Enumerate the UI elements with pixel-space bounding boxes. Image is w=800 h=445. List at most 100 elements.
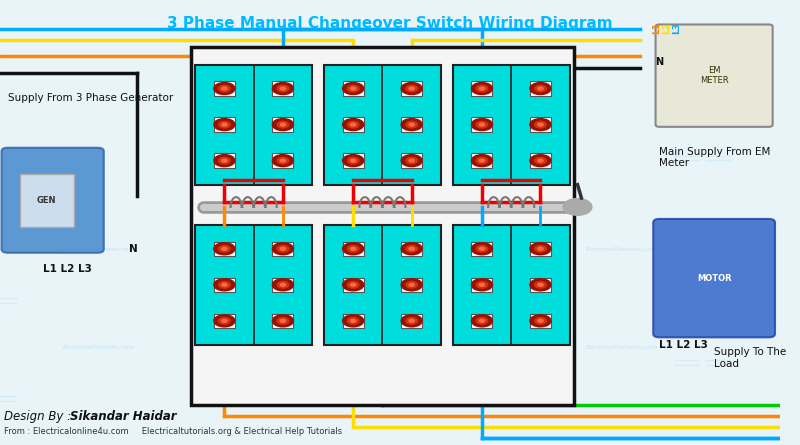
Circle shape (350, 320, 356, 322)
Bar (530, 81, 551, 96)
Bar (272, 154, 294, 168)
Circle shape (342, 279, 364, 291)
Text: ElectricalOnline4u.com: ElectricalOnline4u.com (203, 304, 275, 310)
Circle shape (534, 158, 546, 164)
Circle shape (280, 159, 286, 162)
Circle shape (476, 121, 488, 128)
Circle shape (401, 279, 422, 291)
Circle shape (342, 83, 364, 95)
Circle shape (479, 283, 485, 286)
Circle shape (530, 155, 551, 167)
Circle shape (479, 247, 485, 250)
Text: ElectricalOnline4u.com: ElectricalOnline4u.com (62, 247, 135, 252)
FancyBboxPatch shape (655, 24, 773, 127)
Text: Main Supply From EM
Meter: Main Supply From EM Meter (659, 147, 771, 169)
Circle shape (530, 243, 551, 255)
Bar (471, 154, 493, 168)
Bar (401, 117, 422, 132)
Text: L2: L2 (662, 22, 671, 33)
FancyBboxPatch shape (654, 219, 775, 337)
Circle shape (538, 283, 543, 286)
Circle shape (272, 279, 294, 291)
Bar (342, 81, 364, 96)
Circle shape (222, 283, 227, 286)
Text: ElectricalOnline4u.com: ElectricalOnline4u.com (62, 344, 135, 350)
Circle shape (530, 279, 551, 291)
Circle shape (534, 246, 546, 252)
Bar (214, 314, 235, 328)
Text: GEN: GEN (37, 196, 57, 205)
Circle shape (218, 318, 230, 324)
Circle shape (272, 119, 294, 131)
Circle shape (350, 159, 356, 162)
Circle shape (409, 123, 414, 126)
Bar (401, 242, 422, 256)
Circle shape (476, 158, 488, 164)
Text: ElectricalOnline4u.com: ElectricalOnline4u.com (476, 304, 549, 310)
Bar (272, 242, 294, 256)
Text: EM
METER: EM METER (700, 66, 729, 85)
Circle shape (471, 83, 493, 95)
Bar (214, 117, 235, 132)
Circle shape (409, 320, 414, 322)
Bar (214, 81, 235, 96)
Circle shape (401, 83, 422, 95)
Circle shape (401, 155, 422, 167)
Circle shape (347, 158, 359, 164)
Text: L1 L2 L3: L1 L2 L3 (659, 340, 708, 350)
Bar (401, 154, 422, 168)
Bar (324, 225, 441, 345)
Circle shape (534, 121, 546, 128)
Circle shape (272, 155, 294, 167)
Circle shape (538, 320, 543, 322)
Circle shape (538, 123, 543, 126)
Circle shape (534, 85, 546, 92)
Bar (342, 314, 364, 328)
Circle shape (347, 246, 359, 252)
Bar (530, 242, 551, 256)
Circle shape (277, 318, 289, 324)
Bar (272, 117, 294, 132)
Circle shape (476, 318, 488, 324)
Circle shape (530, 83, 551, 95)
Text: N: N (129, 244, 138, 254)
Circle shape (350, 283, 356, 286)
Circle shape (280, 87, 286, 90)
Circle shape (347, 85, 359, 92)
Text: N: N (655, 57, 664, 67)
Text: ElectricalOnline4u.com: ElectricalOnline4u.com (343, 184, 416, 190)
Bar (214, 154, 235, 168)
Circle shape (214, 83, 235, 95)
Text: Design By :: Design By : (4, 409, 74, 423)
Bar (471, 242, 493, 256)
Bar (214, 242, 235, 256)
Circle shape (406, 282, 418, 288)
Bar (191, 47, 574, 405)
Circle shape (342, 243, 364, 255)
Circle shape (476, 246, 488, 252)
Bar (471, 314, 493, 328)
Bar (19, 174, 74, 227)
Text: 3 Phase Manual Changeover Switch Wiring Diagram: 3 Phase Manual Changeover Switch Wiring … (167, 16, 613, 31)
Bar (401, 81, 422, 96)
Circle shape (479, 320, 485, 322)
Circle shape (342, 155, 364, 167)
Bar (272, 314, 294, 328)
Circle shape (222, 247, 227, 250)
Circle shape (409, 247, 414, 250)
Circle shape (563, 199, 591, 215)
Circle shape (277, 121, 289, 128)
Circle shape (538, 247, 543, 250)
Circle shape (476, 282, 488, 288)
Circle shape (471, 119, 493, 131)
Circle shape (347, 282, 359, 288)
Circle shape (280, 320, 286, 322)
Text: Supply To The
Load: Supply To The Load (714, 347, 786, 369)
Text: ElectricalOnline4u.com: ElectricalOnline4u.com (586, 247, 658, 252)
Text: ElectricalOnline4u.com: ElectricalOnline4u.com (586, 344, 658, 350)
Circle shape (479, 159, 485, 162)
Circle shape (347, 318, 359, 324)
Circle shape (218, 85, 230, 92)
Circle shape (409, 283, 414, 286)
Circle shape (222, 159, 227, 162)
